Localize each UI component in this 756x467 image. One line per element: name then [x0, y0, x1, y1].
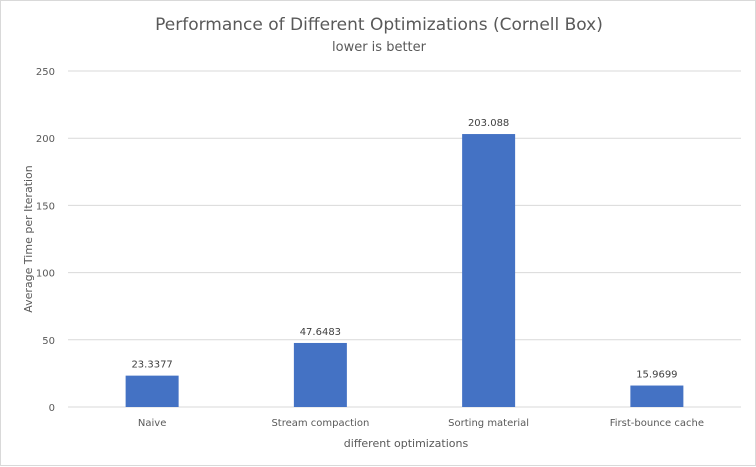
x-axis-title: different optimizations	[344, 437, 469, 450]
bar-first-bounce-cache	[630, 385, 684, 407]
chart-subtitle: lower is better	[332, 40, 427, 55]
x-tick-label: Stream compaction	[271, 418, 369, 429]
bar-sorting-material	[462, 134, 516, 407]
x-tick-label: Sorting material	[448, 418, 529, 429]
y-tick-label: 250	[36, 67, 55, 78]
y-axis-title: Average Time per Iteration	[22, 165, 35, 313]
bar-naive	[125, 375, 179, 407]
y-tick-label: 50	[42, 336, 55, 347]
data-labels: 23.3377 47.6483 203.088 15.9699	[131, 118, 677, 380]
data-label: 47.6483	[300, 327, 341, 338]
bar-stream-compaction	[293, 342, 347, 407]
y-tick-label: 150	[36, 201, 55, 212]
x-tick-label: First-bounce cache	[610, 418, 704, 429]
y-tick-label: 200	[36, 134, 55, 145]
chart-title: Performance of Different Optimizations (…	[155, 15, 603, 35]
y-tick-label: 100	[36, 269, 55, 280]
y-tick-label: 0	[49, 403, 55, 414]
bars	[125, 134, 684, 407]
data-label: 203.088	[468, 118, 509, 129]
x-tick-label: Naive	[138, 418, 166, 429]
data-label: 23.3377	[131, 360, 172, 371]
y-axis-ticks: 0 50 100 150 200 250	[36, 67, 55, 414]
gridlines	[68, 70, 741, 408]
x-axis-ticks: Naive Stream compaction Sorting material Fi…	[138, 418, 704, 429]
data-label: 15.9699	[636, 370, 677, 381]
